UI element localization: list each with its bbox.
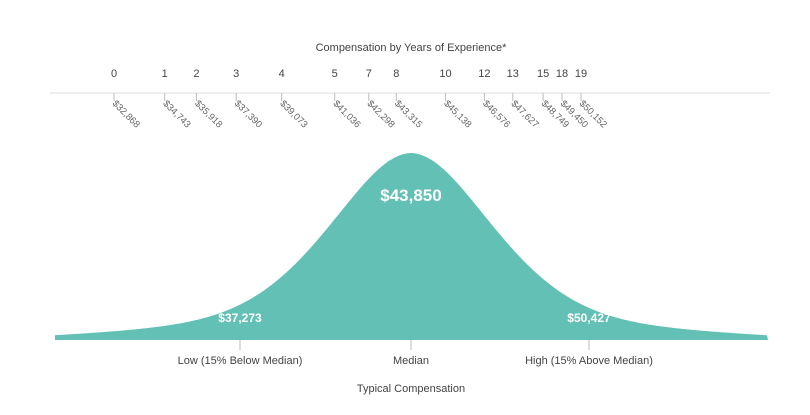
year-label: 0 [111,68,117,80]
year-label: 8 [393,68,399,80]
year-label: 13 [507,68,519,80]
year-label: 12 [478,68,490,80]
year-label: 4 [279,68,285,80]
salary-label: $46,576 [480,98,512,130]
bell-curve-area [55,153,768,340]
salary-label: $45,138 [441,98,473,130]
year-label: 15 [537,68,549,80]
year-label: 5 [332,68,338,80]
chart-title: Compensation by Years of Experience* [316,42,508,54]
salary-label: $39,073 [278,98,310,130]
year-label: 19 [575,68,587,80]
salary-label: $42,298 [365,98,397,130]
year-label: 10 [439,68,451,80]
salary-label: $34,743 [161,98,193,130]
salary-label: $32,868 [110,98,142,130]
salary-label: $47,627 [509,98,541,130]
salary-label: $41,036 [331,98,363,130]
salary-label: $35,918 [192,98,224,130]
high-label: High (15% Above Median) [525,355,653,367]
year-label: 18 [556,68,568,80]
year-label: 2 [193,68,199,80]
experience-axis: 0 $32,868 1 $34,743 2 $35,918 3 $37,390 4 $39,073… [110,68,609,130]
low-label: Low (15% Below Median) [178,355,303,367]
distribution-markers: Low (15% Below Median) Median High (15% Ab… [178,186,653,367]
median-label: Median [393,355,429,367]
year-label: 3 [233,68,239,80]
x-axis-label: Typical Compensation [357,383,465,395]
median-value: $43,850 [380,186,441,205]
year-label: 7 [366,68,372,80]
year-label: 1 [162,68,168,80]
low-value: $37,273 [218,311,262,325]
salary-label: $37,390 [232,98,264,130]
high-value: $50,427 [567,311,611,325]
salary-label: $43,315 [392,98,424,130]
